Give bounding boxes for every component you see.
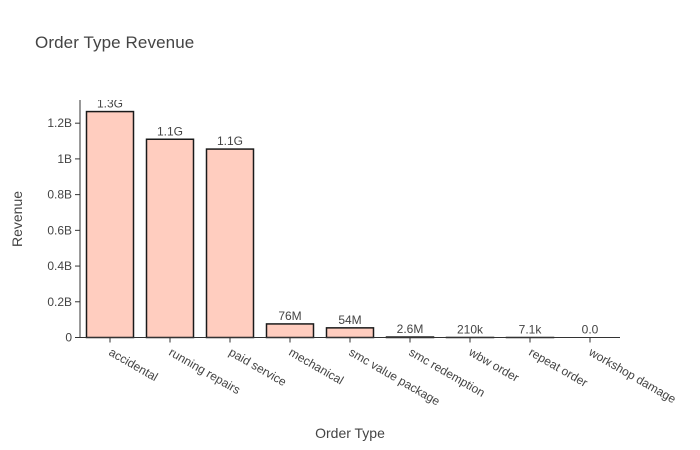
- data-label: 0.0: [582, 323, 599, 337]
- data-label: 2.6M: [397, 322, 424, 336]
- data-label: 7.1k: [519, 322, 543, 336]
- x-tick-label: repeat order: [527, 345, 591, 390]
- x-tick-label: mechanical: [287, 345, 347, 387]
- x-tick-label: wbw order: [466, 344, 522, 384]
- bar-smc-value-package: [325, 327, 375, 339]
- data-label: 1.1G: [157, 124, 183, 138]
- data-label: 76M: [278, 309, 301, 323]
- y-tick-label: 0.4B: [47, 259, 72, 273]
- x-axis-title: Order Type: [315, 425, 385, 441]
- y-tick-label: 0: [65, 331, 72, 345]
- bar-accidental: [85, 110, 135, 339]
- bar-running-repairs: [145, 138, 195, 339]
- chart-title: Order Type Revenue: [35, 33, 195, 52]
- data-label: 54M: [338, 313, 361, 327]
- bar-paid-service: [205, 148, 255, 339]
- bar-mechanical: [265, 323, 315, 339]
- y-tick-label: 1.2B: [47, 116, 72, 130]
- y-tick-label: 1B: [57, 152, 72, 166]
- data-label: 1.3G: [97, 97, 123, 111]
- y-axis-title: Revenue: [9, 191, 25, 247]
- data-label: 1.1G: [217, 134, 243, 148]
- y-tick-label: 0.8B: [47, 188, 72, 202]
- data-label: 210k: [457, 322, 484, 336]
- x-tick-label: accidental: [107, 345, 161, 384]
- y-tick-label: 0.6B: [47, 223, 72, 237]
- x-tick-label: workshop damage: [586, 344, 679, 406]
- y-tick-label: 0.2B: [47, 295, 72, 309]
